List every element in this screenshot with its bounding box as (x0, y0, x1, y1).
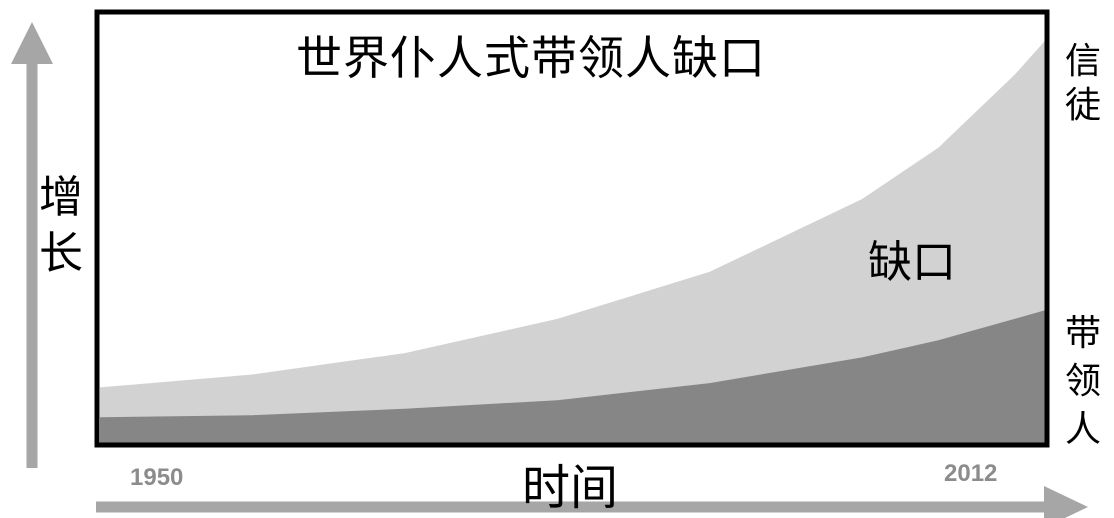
x-tick-label-start: 1950 (130, 464, 184, 491)
x-axis-label: 时间 (522, 460, 619, 516)
chart-title: 世界仆人式带领人缺口 (296, 31, 766, 85)
believers-area (100, 40, 1045, 443)
leaders-area (100, 310, 1045, 443)
y-axis-label: 增长 (39, 172, 83, 279)
x-tick-label-end: 2012 (944, 460, 998, 487)
legend-believers-label: 信徒 (1064, 41, 1101, 126)
x-axis-arrow (96, 486, 1088, 518)
plot-frame (94, 9, 1050, 448)
gap-annotation: 缺口 (868, 237, 956, 288)
legend-leaders-label: 带领人 (1064, 313, 1101, 450)
y-axis-arrow (11, 22, 53, 468)
